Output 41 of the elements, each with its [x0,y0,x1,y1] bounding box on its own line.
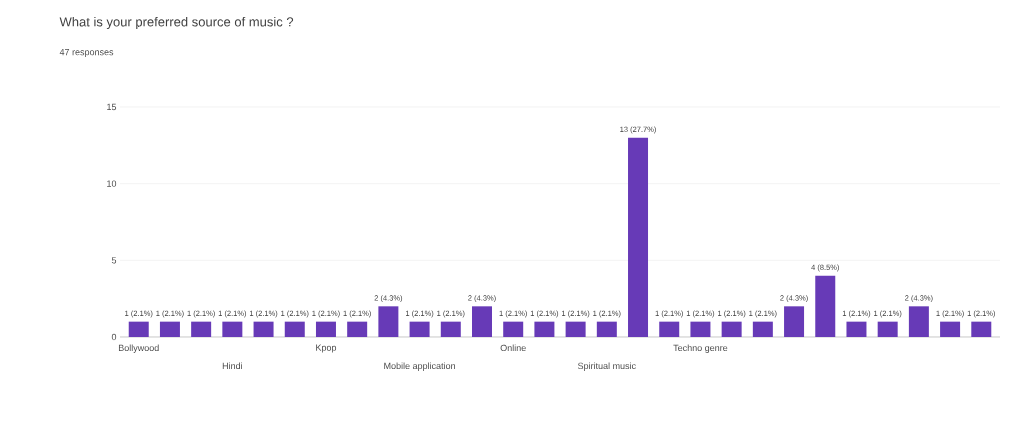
x-tick-label: Kpop [316,344,337,353]
bar [815,275,836,337]
x-tick-label: Bollywood [118,344,159,353]
x-tick-label: Techno genre [673,344,728,353]
y-tick-label: 10 [107,180,117,187]
bar [253,321,274,337]
bar [128,321,149,337]
bar [784,306,805,337]
bar [378,306,399,337]
y-tick-label: 0 [111,333,117,341]
bar [159,321,180,337]
x-tick-label: Hindi [222,362,242,370]
y-tick-label: 15 [107,103,117,111]
bar [222,321,243,337]
bar [409,321,430,337]
bar [752,321,773,337]
bar [908,306,929,337]
bar [284,321,305,337]
bar [503,321,524,337]
bar [846,321,867,337]
bar [940,321,961,337]
bar [596,321,617,337]
chart-subtitle: 47 responses [59,48,114,58]
y-tick-label: 5 [111,257,117,264]
bar [690,321,711,337]
bar [721,321,742,337]
bar [565,321,586,337]
bar [628,137,649,337]
bar [877,321,898,337]
chart-title: What is your preferred source of music ? [59,16,294,30]
bar [315,321,336,337]
bar [659,321,680,337]
x-tick-label: Spiritual music [577,362,636,371]
bar [971,321,992,337]
x-tick-label: Mobile application [384,362,455,371]
x-tick-label: Online [500,344,526,352]
bar [472,306,492,337]
bar [440,321,461,337]
bar [347,321,368,337]
bar [191,321,212,337]
bar [534,321,555,337]
